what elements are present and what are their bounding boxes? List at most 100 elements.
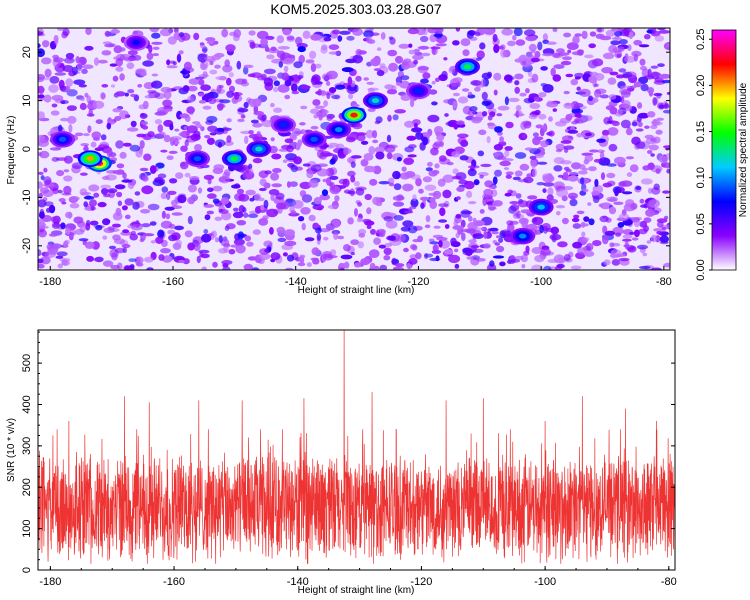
heatmap-cell (356, 187, 365, 196)
heatmap-cell (141, 223, 151, 228)
heatmap-cell (581, 30, 588, 40)
heatmap-cell (79, 188, 88, 196)
heatmap-cell (415, 252, 422, 260)
heatmap-cell (248, 30, 256, 36)
heatmap-cell (392, 266, 405, 270)
heatmap-cell (314, 105, 325, 110)
heatmap-cell (271, 183, 283, 188)
heatmap-cell (561, 217, 569, 225)
heatmap-cell (161, 255, 173, 263)
heatmap-cell (273, 86, 279, 93)
heatmap-cell (357, 217, 363, 223)
heatmap-cell (499, 261, 506, 267)
heatmap-cell (589, 71, 599, 77)
heatmap-cell (161, 210, 166, 219)
heatmap-cell (282, 159, 288, 164)
heatmap-cell (246, 241, 254, 247)
heatmap-cell (514, 86, 520, 94)
heatmap-cell (335, 84, 346, 90)
heatmap-cell (320, 46, 328, 54)
heatmap-cell (110, 84, 116, 88)
heatmap-cell (530, 57, 540, 63)
heatmap-cell (524, 147, 534, 151)
heatmap-cell (167, 36, 177, 45)
heatmap-cell (420, 202, 425, 209)
heatmap-cell (337, 235, 345, 240)
heatmap-cell (439, 207, 446, 217)
heatmap-cell (51, 156, 60, 162)
heatmap-cell (625, 127, 633, 136)
heatmap-cell (633, 39, 643, 46)
heatmap-cell (115, 140, 124, 149)
heatmap-cell (212, 40, 219, 45)
heatmap-cell (247, 213, 259, 218)
heatmap-cell (88, 184, 100, 192)
heatmap-cell (263, 240, 273, 248)
heatmap-cell (270, 194, 275, 202)
heatmap-cell (565, 73, 574, 78)
heatmap-cell (605, 105, 616, 111)
heatmap-cell (656, 231, 663, 235)
heatmap-cell (579, 88, 591, 97)
heatmap-cell (321, 189, 329, 197)
heatmap-cell (269, 227, 274, 235)
heatmap-cell (43, 94, 52, 103)
heatmap-cell (168, 150, 178, 154)
heatmap-cell (164, 108, 173, 112)
heatmap-cell (321, 73, 333, 81)
heatmap-cell (635, 186, 642, 190)
heatmap-cell (608, 94, 617, 100)
heatmap-cell (470, 80, 482, 86)
heatmap-cell (622, 191, 633, 195)
heatmap-xtick-label: -120 (407, 276, 429, 288)
heatmap-cell (571, 108, 584, 114)
heatmap-cell (114, 184, 126, 190)
heatmap-cell (327, 142, 340, 148)
heatmap-cell (471, 116, 482, 124)
heatmap-cell (293, 74, 299, 83)
heatmap-cell (215, 76, 228, 80)
heatmap-cell (263, 199, 269, 209)
heatmap-cell (622, 234, 633, 239)
heatmap-cell (273, 107, 283, 113)
heatmap-cell (436, 28, 444, 34)
heatmap-cell (508, 97, 520, 103)
heatmap-cell (614, 156, 626, 165)
heatmap-cell (250, 119, 259, 124)
heatmap-cell (109, 63, 118, 67)
heatmap-cell (386, 152, 393, 160)
heatmap-cell (619, 88, 630, 95)
heatmap-hotspot (414, 88, 423, 94)
heatmap-cell (291, 83, 298, 92)
heatmap-cell (648, 144, 660, 151)
heatmap-hotspot (58, 136, 67, 142)
heatmap-cell (433, 225, 441, 229)
heatmap-cell (629, 164, 639, 173)
heatmap-cell (134, 256, 141, 266)
heatmap-hotspot (463, 64, 472, 70)
heatmap-cell (656, 117, 664, 121)
heatmap-cell (429, 200, 438, 209)
heatmap-cell (50, 110, 60, 116)
heatmap-cell (624, 241, 629, 250)
heatmap-xtick-label: -160 (162, 276, 184, 288)
heatmap-cell (346, 85, 358, 95)
snr-ytick-label: 0 (21, 567, 33, 573)
heatmap-cell (234, 91, 240, 100)
heatmap-cell (385, 220, 398, 229)
heatmap-cell (514, 73, 524, 80)
heatmap-xtick-label: -80 (656, 276, 672, 288)
heatmap-cell (497, 155, 507, 160)
heatmap-cell (92, 100, 105, 109)
heatmap-cell (600, 202, 612, 210)
heatmap-cell (399, 80, 410, 89)
heatmap-cell (137, 84, 143, 88)
heatmap-cell (396, 156, 402, 162)
snr-ylabel: SNR (10 * v/v) (6, 418, 17, 482)
heatmap-cell (585, 243, 594, 252)
heatmap-cell (441, 70, 448, 79)
heatmap-cell (350, 252, 355, 256)
heatmap-cell (388, 62, 398, 72)
heatmap-cell (363, 77, 370, 81)
heatmap-cell (407, 154, 417, 158)
